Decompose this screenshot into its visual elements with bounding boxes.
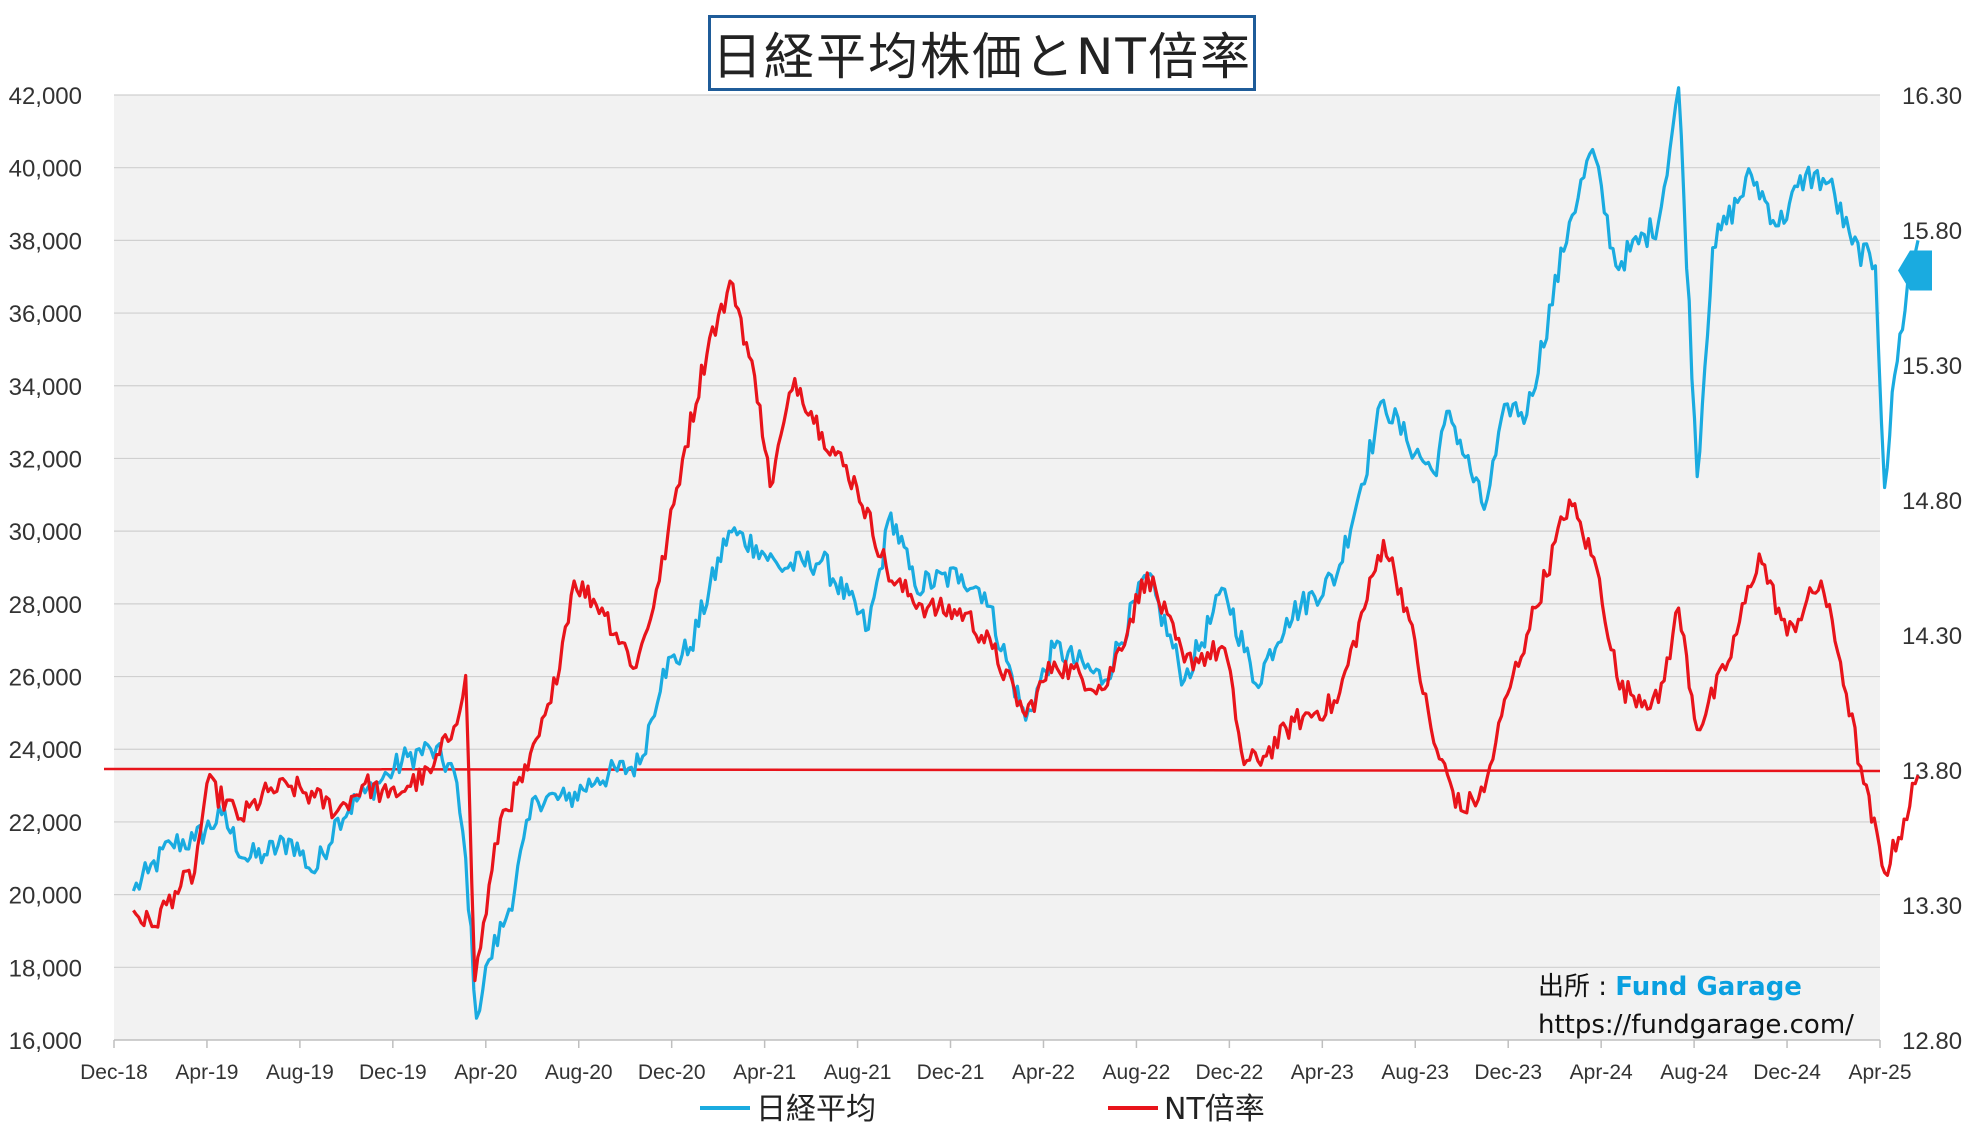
source-url: https://fundgarage.com/ xyxy=(1538,1010,1854,1040)
x-tick: Dec-19 xyxy=(359,1061,427,1084)
legend-label: NT倍率 xyxy=(1164,1092,1265,1127)
y-left-tick: 42,000 xyxy=(9,83,82,110)
y-left-tick: 40,000 xyxy=(9,156,82,183)
y-left-tick: 22,000 xyxy=(9,810,82,837)
x-tick: Dec-24 xyxy=(1753,1061,1821,1084)
source-label: 出所 : xyxy=(1538,972,1616,1002)
x-tick: Apr-23 xyxy=(1291,1061,1354,1084)
x-tick: Apr-25 xyxy=(1848,1061,1911,1084)
nt-ratio-series-line xyxy=(132,279,1920,983)
y-left-tick: 34,000 xyxy=(9,374,82,401)
x-tick: Dec-23 xyxy=(1474,1061,1542,1084)
y-left-tick: 26,000 xyxy=(9,665,82,692)
y-right-tick: 14.80 xyxy=(1902,488,1962,515)
y-left-tick: 36,000 xyxy=(9,301,82,328)
y-right-tick: 12.80 xyxy=(1902,1028,1962,1055)
current-value-marker xyxy=(1898,250,1932,291)
y-right-tick: 13.30 xyxy=(1902,893,1962,920)
x-tick: Aug-20 xyxy=(545,1061,613,1084)
plot-area xyxy=(114,95,1880,1040)
y-left-tick: 38,000 xyxy=(9,228,82,255)
x-tick: Aug-22 xyxy=(1103,1061,1171,1084)
x-tick: Aug-23 xyxy=(1381,1061,1449,1084)
legend: 日経平均 NT倍率 xyxy=(700,1092,1265,1127)
overlay-layer xyxy=(1898,250,1932,291)
source-line: 出所 : Fund Garage xyxy=(1538,968,1854,1006)
x-tick-labels: Dec-18 Apr-19 Aug-19 Dec-19 Apr-20 Aug-20 Dec-… xyxy=(80,1040,1912,1084)
y-right-tick: 14.30 xyxy=(1902,623,1962,650)
x-tick: Aug-24 xyxy=(1660,1061,1728,1084)
y-left-tick: 32,000 xyxy=(9,446,82,473)
grid-lines xyxy=(114,94,1880,968)
y-right-tick: 15.30 xyxy=(1902,353,1962,380)
source-brand: Fund Garage xyxy=(1615,972,1802,1002)
y-left-tick: 18,000 xyxy=(9,955,82,982)
y-left-tick: 28,000 xyxy=(9,592,82,619)
x-tick: Apr-20 xyxy=(454,1061,517,1084)
legend-label: 日経平均 xyxy=(756,1092,876,1127)
x-tick: Dec-21 xyxy=(917,1061,985,1084)
y-right-tick-labels: 12.80 13.30 13.80 14.30 14.80 15.30 15.80 16.30 xyxy=(1902,83,1962,1055)
y-left-tick: 24,000 xyxy=(9,737,82,764)
y-left-tick: 20,000 xyxy=(9,883,82,910)
x-tick: Apr-22 xyxy=(1012,1061,1075,1084)
y-right-tick: 13.80 xyxy=(1902,758,1962,785)
y-right-tick: 15.80 xyxy=(1902,218,1962,245)
x-tick: Dec-18 xyxy=(80,1061,148,1084)
series-layer xyxy=(103,86,1920,1020)
x-tick: Aug-21 xyxy=(824,1061,892,1084)
chart-title: 日経平均株価とNT倍率 xyxy=(708,15,1256,91)
x-tick: Dec-22 xyxy=(1196,1061,1264,1084)
x-tick: Aug-19 xyxy=(266,1061,334,1084)
source-annotation: 出所 : Fund Garage https://fundgarage.com/ xyxy=(1538,968,1854,1044)
x-tick: Dec-20 xyxy=(638,1061,706,1084)
y-left-tick-labels: 16,000 18,000 20,000 22,000 24,000 26,000 28,0… xyxy=(9,83,82,1055)
y-left-tick: 30,000 xyxy=(9,519,82,546)
x-tick: Apr-24 xyxy=(1570,1061,1633,1084)
y-right-tick: 16.30 xyxy=(1902,83,1962,110)
y-left-tick: 16,000 xyxy=(9,1028,82,1055)
x-tick: Apr-19 xyxy=(175,1061,238,1084)
x-tick: Apr-21 xyxy=(733,1061,796,1084)
